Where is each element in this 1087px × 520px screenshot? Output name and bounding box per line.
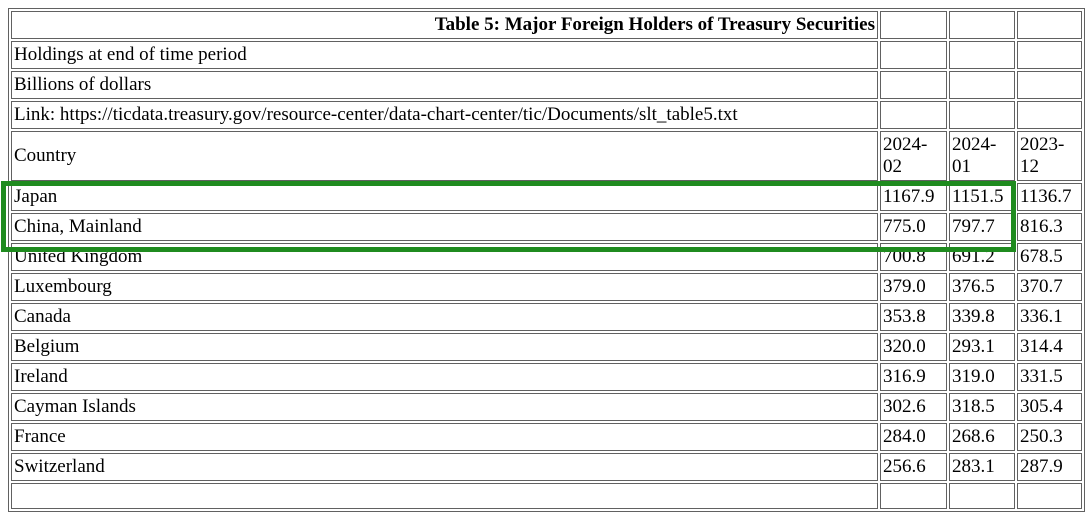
value-cell: 302.6 bbox=[880, 393, 947, 421]
source-link-text: Link: https://ticdata.treasury.gov/resou… bbox=[11, 101, 878, 129]
country-cell: Luxembourg bbox=[11, 273, 878, 301]
value-cell: 336.1 bbox=[1017, 303, 1082, 331]
value-cell: 797.7 bbox=[949, 213, 1015, 241]
table-row-china-mainland: China, Mainland 775.0 797.7 816.3 bbox=[11, 213, 1082, 241]
value-cell: 1136.7 bbox=[1017, 183, 1082, 211]
value-cell: 331.5 bbox=[1017, 363, 1082, 391]
empty-cell bbox=[1017, 71, 1082, 99]
header-row: Country 2024-02 2024-01 2023-12 bbox=[11, 131, 1082, 181]
table-title: Table 5: Major Foreign Holders of Treasu… bbox=[11, 11, 878, 39]
table-row-canada: Canada 353.8 339.8 336.1 bbox=[11, 303, 1082, 331]
value-cell: 691.2 bbox=[949, 243, 1015, 271]
value-cell: 1167.9 bbox=[880, 183, 947, 211]
value-cell: 314.4 bbox=[1017, 333, 1082, 361]
treasury-holders-table: Table 5: Major Foreign Holders of Treasu… bbox=[8, 8, 1085, 512]
empty-cell bbox=[949, 41, 1015, 69]
column-header-country: Country bbox=[11, 131, 878, 181]
value-cell: 250.3 bbox=[1017, 423, 1082, 451]
country-cell bbox=[11, 483, 878, 509]
value-cell: 293.1 bbox=[949, 333, 1015, 361]
value-cell: 320.0 bbox=[880, 333, 947, 361]
empty-cell bbox=[1017, 101, 1082, 129]
value-cell: 256.6 bbox=[880, 453, 947, 481]
value-cell bbox=[880, 483, 947, 509]
country-cell: Ireland bbox=[11, 363, 878, 391]
value-cell: 284.0 bbox=[880, 423, 947, 451]
empty-cell bbox=[880, 71, 947, 99]
value-cell: 318.5 bbox=[949, 393, 1015, 421]
column-header-2024-01: 2024-01 bbox=[949, 131, 1015, 181]
table-row-united-kingdom: United Kingdom 700.8 691.2 678.5 bbox=[11, 243, 1082, 271]
value-cell: 700.8 bbox=[880, 243, 947, 271]
country-cell: China, Mainland bbox=[11, 213, 878, 241]
meta-row-link: Link: https://ticdata.treasury.gov/resou… bbox=[11, 101, 1082, 129]
value-cell: 376.5 bbox=[949, 273, 1015, 301]
country-cell: Japan bbox=[11, 183, 878, 211]
value-cell: 353.8 bbox=[880, 303, 947, 331]
value-cell: 370.7 bbox=[1017, 273, 1082, 301]
units-label: Billions of dollars bbox=[11, 71, 878, 99]
country-cell: Switzerland bbox=[11, 453, 878, 481]
column-header-2024-02: 2024-02 bbox=[880, 131, 947, 181]
value-cell: 316.9 bbox=[880, 363, 947, 391]
country-cell: United Kingdom bbox=[11, 243, 878, 271]
column-header-2023-12: 2023-12 bbox=[1017, 131, 1082, 181]
meta-row-holdings: Holdings at end of time period bbox=[11, 41, 1082, 69]
empty-cell bbox=[880, 41, 947, 69]
empty-cell bbox=[880, 101, 947, 129]
value-cell bbox=[949, 483, 1015, 509]
table-row-switzerland: Switzerland 256.6 283.1 287.9 bbox=[11, 453, 1082, 481]
country-cell: France bbox=[11, 423, 878, 451]
value-cell: 283.1 bbox=[949, 453, 1015, 481]
table-row-cayman-islands: Cayman Islands 302.6 318.5 305.4 bbox=[11, 393, 1082, 421]
table-row-belgium: Belgium 320.0 293.1 314.4 bbox=[11, 333, 1082, 361]
empty-cell bbox=[1017, 11, 1082, 39]
value-cell: 339.8 bbox=[949, 303, 1015, 331]
table-row-japan: Japan 1167.9 1151.5 1136.7 bbox=[11, 183, 1082, 211]
empty-cell bbox=[949, 11, 1015, 39]
empty-cell bbox=[949, 71, 1015, 99]
value-cell: 305.4 bbox=[1017, 393, 1082, 421]
holdings-period-label: Holdings at end of time period bbox=[11, 41, 878, 69]
value-cell: 1151.5 bbox=[949, 183, 1015, 211]
country-cell: Canada bbox=[11, 303, 878, 331]
empty-cell bbox=[1017, 41, 1082, 69]
empty-cell bbox=[949, 101, 1015, 129]
meta-row-units: Billions of dollars bbox=[11, 71, 1082, 99]
value-cell: 678.5 bbox=[1017, 243, 1082, 271]
value-cell: 287.9 bbox=[1017, 453, 1082, 481]
value-cell: 816.3 bbox=[1017, 213, 1082, 241]
title-row: Table 5: Major Foreign Holders of Treasu… bbox=[11, 11, 1082, 39]
country-cell: Cayman Islands bbox=[11, 393, 878, 421]
value-cell bbox=[1017, 483, 1082, 509]
value-cell: 379.0 bbox=[880, 273, 947, 301]
value-cell: 268.6 bbox=[949, 423, 1015, 451]
empty-cell bbox=[880, 11, 947, 39]
table-row-ireland: Ireland 316.9 319.0 331.5 bbox=[11, 363, 1082, 391]
table-row-france: France 284.0 268.6 250.3 bbox=[11, 423, 1082, 451]
value-cell: 319.0 bbox=[949, 363, 1015, 391]
table-row-clipped bbox=[11, 483, 1082, 509]
country-cell: Belgium bbox=[11, 333, 878, 361]
table-row-luxembourg: Luxembourg 379.0 376.5 370.7 bbox=[11, 273, 1082, 301]
value-cell: 775.0 bbox=[880, 213, 947, 241]
